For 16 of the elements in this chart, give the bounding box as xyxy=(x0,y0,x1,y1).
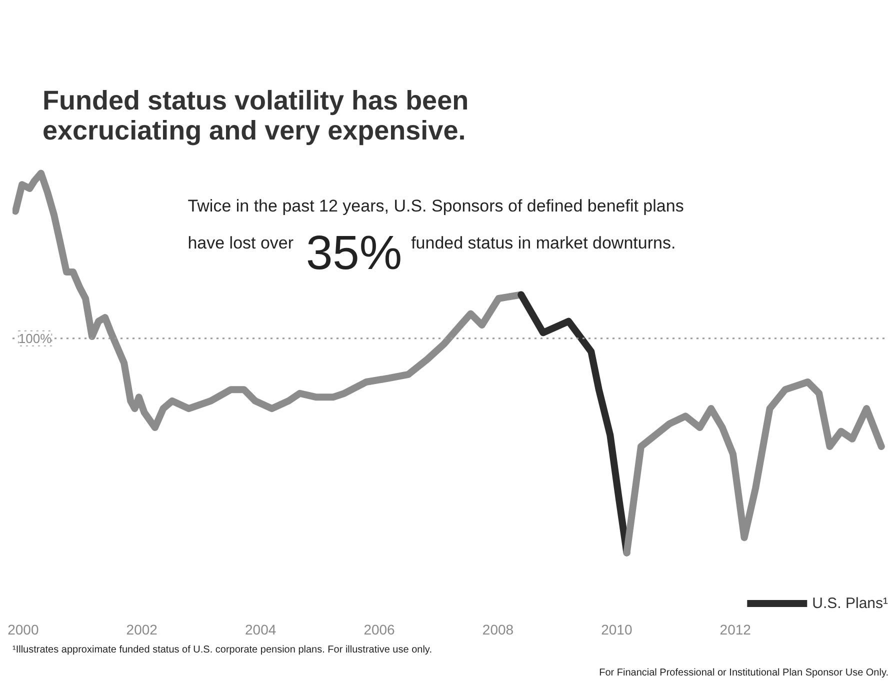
x-tick-label: 2012 xyxy=(720,622,752,638)
annotation: 35% xyxy=(306,227,402,280)
annotation: funded status in market downturns. xyxy=(411,233,676,252)
x-tick-label: 2008 xyxy=(482,622,514,638)
text: ¹Illustrates approximate funded status of U.S. corporate pension plans. For illustrative use only. xyxy=(12,644,432,656)
x-tick-label: 2010 xyxy=(601,622,632,638)
x-tick-label: 2002 xyxy=(126,622,158,638)
x-tick-label: 2000 xyxy=(8,622,39,638)
annotation: have lost over xyxy=(188,233,294,252)
chart-title: Funded status volatility has been excruciating and very expensive. xyxy=(42,86,469,146)
text: For Financial Professional or Institutional Plan Sponsor Use Only. xyxy=(599,668,889,678)
annotation: 100% xyxy=(18,330,52,346)
x-tick-label: 2006 xyxy=(364,622,396,638)
legend-label: U.S. Plans¹ xyxy=(812,594,888,612)
x-tick-label: 2004 xyxy=(245,622,276,638)
annotation: Twice in the past 12 years, U.S. Sponsors of defined benefit plans xyxy=(188,196,684,216)
